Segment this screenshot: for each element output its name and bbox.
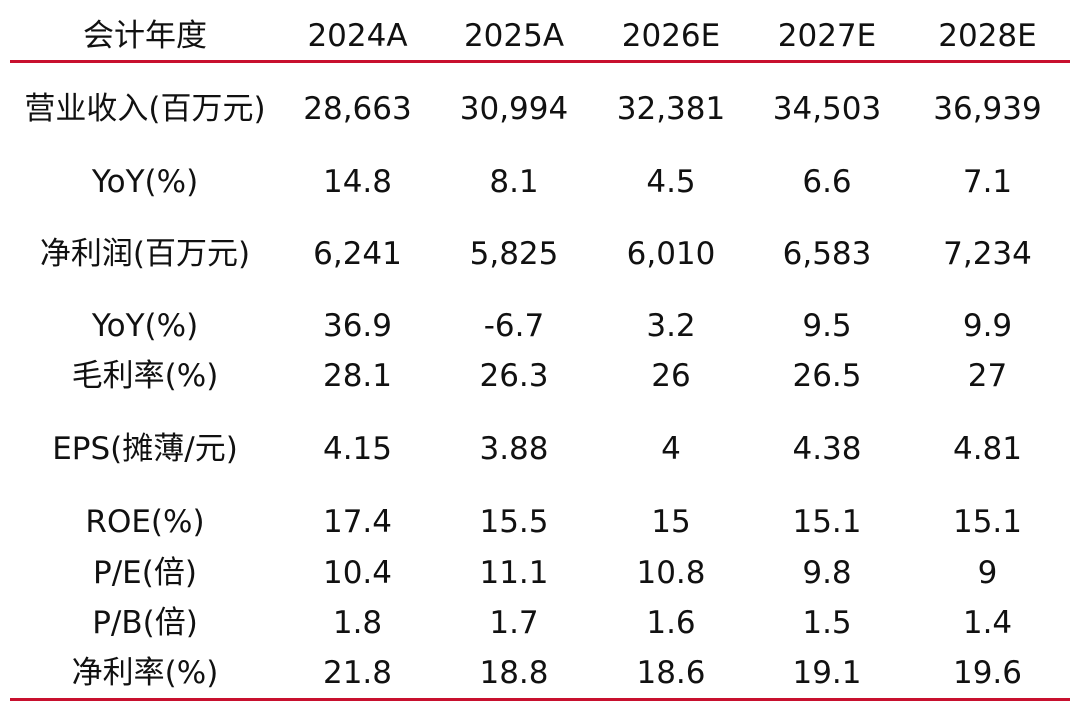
table-cell: 28.1 bbox=[322, 358, 393, 394]
table-cell: 18.8 bbox=[479, 655, 549, 691]
table-cell: 36.9 bbox=[322, 308, 393, 344]
header-cell-2026e: 2026E bbox=[621, 18, 721, 54]
row-label: P/B(倍) bbox=[92, 605, 198, 641]
table-cell: 9.5 bbox=[802, 308, 852, 344]
table-cell: 1.6 bbox=[646, 605, 696, 641]
table-cell: 17.4 bbox=[322, 504, 393, 540]
header-cell-2025a: 2025A bbox=[463, 18, 565, 54]
table-cell: 3.2 bbox=[646, 308, 696, 344]
row-label: YoY(%) bbox=[91, 308, 199, 344]
table-row-pe: P/E(倍) 10.4 11.1 10.8 9.8 9 bbox=[10, 553, 1070, 593]
table-cell: 10.8 bbox=[636, 555, 706, 591]
row-label: P/E(倍) bbox=[93, 555, 197, 591]
table-cell: 7.1 bbox=[962, 164, 1013, 200]
header-cell-2024a: 2024A bbox=[307, 18, 408, 54]
table-cell: 7,234 bbox=[943, 236, 1032, 272]
table-cell: 32,381 bbox=[616, 91, 726, 127]
table-cell: 4 bbox=[661, 431, 681, 467]
table-cell: 19.6 bbox=[952, 655, 1023, 691]
table-cell: 26 bbox=[651, 358, 691, 394]
table-cell: 4.15 bbox=[322, 431, 393, 467]
table-cell: 6,010 bbox=[626, 236, 716, 272]
table-cell: 18.6 bbox=[636, 655, 706, 691]
table-cell: 26.3 bbox=[479, 358, 549, 394]
table-cell: 28,663 bbox=[303, 91, 412, 127]
table-cell: 9.9 bbox=[962, 308, 1013, 344]
table-cell: 1.7 bbox=[489, 605, 539, 641]
table-cell: 3.88 bbox=[479, 431, 549, 467]
row-label: YoY(%) bbox=[91, 164, 199, 200]
table-cell: 6,241 bbox=[313, 236, 402, 272]
table-cell: -6.7 bbox=[483, 308, 545, 344]
table-cell: 6.6 bbox=[802, 164, 852, 200]
table-row-revenue-yoy: YoY(%) 14.8 8.1 4.5 6.6 7.1 bbox=[10, 162, 1070, 202]
table-bottom-rule bbox=[10, 698, 1070, 701]
table-cell: 9.8 bbox=[802, 555, 852, 591]
table-header-row: 会计年度 2024A 2025A 2026E 2027E 2028E bbox=[10, 16, 1070, 56]
table-row-roe: ROE(%) 17.4 15.5 15 15.1 15.1 bbox=[10, 502, 1070, 542]
table-cell: 26.5 bbox=[792, 358, 862, 394]
table-row-gross-margin: 毛利率(%) 28.1 26.3 26 26.5 27 bbox=[10, 356, 1070, 396]
table-cell: 4.81 bbox=[952, 431, 1023, 467]
table-cell: 4.5 bbox=[646, 164, 696, 200]
table-cell: 19.1 bbox=[792, 655, 862, 691]
table-cell: 5,825 bbox=[469, 236, 559, 272]
table-cell: 15.5 bbox=[479, 504, 549, 540]
header-cell-2028e: 2028E bbox=[938, 18, 1037, 54]
table-cell: 1.5 bbox=[802, 605, 852, 641]
table-cell: 30,994 bbox=[459, 91, 569, 127]
table-cell: 4.38 bbox=[792, 431, 862, 467]
table-cell: 34,503 bbox=[772, 91, 882, 127]
table-cell: 1.4 bbox=[962, 605, 1013, 641]
row-label: 营业收入(百万元) bbox=[24, 91, 266, 127]
table-cell: 1.8 bbox=[332, 605, 383, 641]
header-cell-2027e: 2027E bbox=[777, 18, 877, 54]
table-cell: 11.1 bbox=[479, 555, 549, 591]
header-cell-fiscal-year: 会计年度 bbox=[83, 18, 207, 54]
table-row-pb: P/B(倍) 1.8 1.7 1.6 1.5 1.4 bbox=[10, 603, 1070, 643]
table-cell: 36,939 bbox=[933, 91, 1042, 127]
row-label: 毛利率(%) bbox=[71, 358, 219, 394]
table-cell: 15.1 bbox=[792, 504, 862, 540]
row-label: EPS(摊薄/元) bbox=[52, 431, 238, 467]
row-label: 净利率(%) bbox=[71, 655, 219, 691]
table-row-eps: EPS(摊薄/元) 4.15 3.88 4 4.38 4.81 bbox=[10, 429, 1070, 469]
table-cell: 6,583 bbox=[782, 236, 872, 272]
table-cell: 10.4 bbox=[322, 555, 393, 591]
row-label: ROE(%) bbox=[85, 504, 205, 540]
table-cell: 8.1 bbox=[489, 164, 539, 200]
table-cell: 14.8 bbox=[322, 164, 393, 200]
table-row-net-profit-yoy: YoY(%) 36.9 -6.7 3.2 9.5 9.9 bbox=[10, 306, 1070, 346]
table-row-net-margin: 净利率(%) 21.8 18.8 18.6 19.1 19.6 bbox=[10, 653, 1070, 693]
table-cell: 15 bbox=[651, 504, 691, 540]
table-cell: 27 bbox=[967, 358, 1008, 394]
row-label: 净利润(百万元) bbox=[39, 236, 251, 272]
header-bottom-rule bbox=[10, 60, 1070, 63]
table-cell: 9 bbox=[977, 555, 998, 591]
table-row-net-profit: 净利润(百万元) 6,241 5,825 6,010 6,583 7,234 bbox=[10, 234, 1070, 274]
table-row-revenue: 营业收入(百万元) 28,663 30,994 32,381 34,503 36… bbox=[10, 89, 1070, 129]
table-cell: 15.1 bbox=[952, 504, 1023, 540]
table-cell: 21.8 bbox=[322, 655, 393, 691]
